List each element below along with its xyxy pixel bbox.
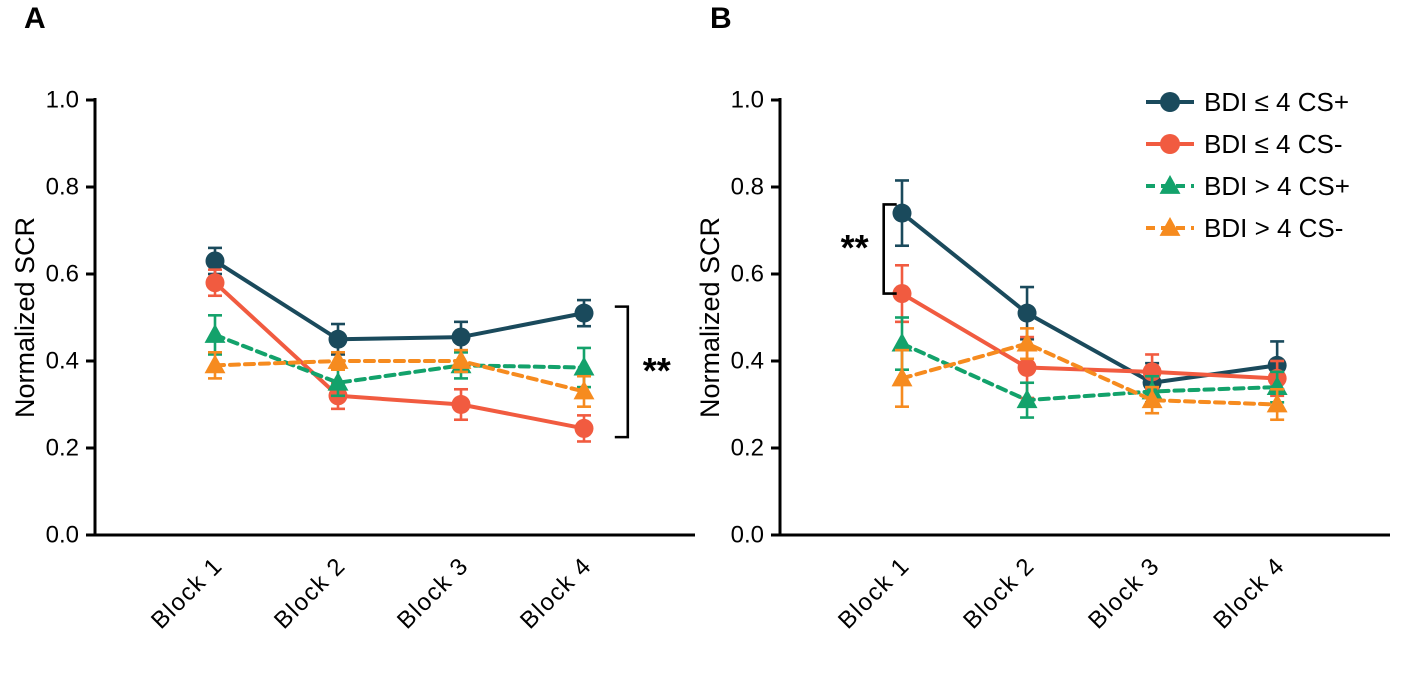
x-tick-label: Block 4 [515, 552, 597, 634]
x-tick-labels: Block 1 Block 2 Block 3 Block 4 [833, 552, 1290, 634]
y-tick-label: 1.0 [731, 87, 764, 114]
series-line [900, 291, 1280, 381]
data-point-circle [1017, 303, 1037, 323]
legend-label: BDI ≤ 4 CS+ [1204, 87, 1349, 117]
data-point-triangle [1266, 393, 1288, 413]
data-point-circle [892, 284, 912, 304]
series-bdi-4-cs [891, 327, 1288, 422]
y-tick-label: 0.6 [46, 261, 79, 288]
data-point-triangle [204, 354, 226, 374]
legend-marker-triangle [1159, 217, 1181, 236]
series-bdi-4-csplus [205, 246, 594, 356]
data-point-triangle [573, 356, 595, 376]
data-point-triangle [1141, 389, 1163, 409]
significance-annotation: ** [614, 305, 671, 439]
panel-a-label: A [24, 2, 46, 35]
series-line [900, 341, 1280, 403]
data-point-triangle [1016, 389, 1038, 409]
data-point-triangle [204, 323, 226, 343]
legend-marker-circle [1160, 134, 1180, 154]
significance-stars: ** [841, 227, 869, 268]
y-tick-label: 0.0 [46, 522, 79, 549]
series-bdi-4-cs [205, 268, 594, 443]
x-tick-label: Block 2 [958, 552, 1040, 634]
significance-bracket [882, 203, 897, 295]
y-tick-label: 0.8 [46, 174, 79, 201]
data-point-circle [451, 327, 471, 347]
y-tick-label: 0.8 [731, 174, 764, 201]
data-point-triangle [1016, 332, 1038, 352]
series-bdi-4-cs [892, 263, 1287, 400]
series-line [900, 341, 1280, 407]
significance-bracket [614, 305, 630, 439]
legend-label: BDI > 4 CS- [1204, 213, 1343, 243]
legend-label: BDI ≤ 4 CS- [1204, 129, 1343, 159]
significance-stars: ** [643, 350, 671, 391]
data-point-circle [451, 395, 471, 414]
y-tick-label: 1.0 [46, 87, 79, 114]
x-tick-label: Block 3 [1083, 552, 1165, 634]
series-line [213, 359, 586, 394]
data-point-triangle [891, 332, 913, 352]
y-ticks: 0.0 0.2 0.4 0.6 0.8 1.0 [731, 87, 780, 549]
data-point-circle [328, 329, 348, 349]
series-line [213, 332, 586, 385]
legend: BDI ≤ 4 CS+ BDI ≤ 4 CS- BDI > 4 CS+ BDI > 4… [1146, 87, 1350, 243]
data-point-circle [574, 303, 594, 323]
y-axis-title: Normalized SCR [10, 217, 40, 418]
data-point-circle [574, 418, 594, 438]
legend-marker-triangle [1159, 175, 1181, 194]
x-tick-label: Block 3 [392, 552, 474, 634]
significance-annotation: ** [841, 203, 897, 295]
legend-marker-circle [1160, 92, 1180, 112]
data-point-triangle [327, 371, 349, 391]
axes [93, 98, 695, 537]
x-tick-label: Block 1 [833, 552, 915, 634]
y-tick-label: 0.2 [731, 435, 764, 462]
panel-b-label: B [710, 2, 732, 35]
data-point-triangle [327, 350, 349, 369]
x-tick-label: Block 2 [269, 552, 351, 634]
data-point-triangle [891, 367, 913, 387]
x-tick-labels: Block 1 Block 2 Block 3 Block 4 [146, 552, 597, 634]
y-tick-label: 0.6 [731, 261, 764, 288]
series-line [213, 258, 586, 342]
data-point-circle [1017, 358, 1037, 378]
axes [778, 98, 1390, 537]
y-tick-label: 0.4 [731, 348, 764, 375]
data-point-circle [892, 203, 912, 223]
y-axis-title: Normalized SCR [695, 217, 725, 418]
series-line [213, 280, 586, 431]
x-tick-label: Block 1 [146, 552, 228, 634]
data-point-circle [205, 273, 225, 293]
y-tick-label: 0.0 [731, 522, 764, 549]
data-point-circle [205, 251, 225, 271]
series-bdi-4-csplus [204, 314, 595, 398]
series-bdi-4-cs [204, 348, 595, 408]
y-ticks: 0.0 0.2 0.4 0.6 0.8 1.0 [46, 87, 95, 549]
y-tick-label: 0.4 [46, 348, 79, 375]
legend-label: BDI > 4 CS+ [1204, 171, 1350, 201]
x-tick-label: Block 4 [1208, 552, 1290, 634]
data-point-triangle [573, 380, 595, 400]
y-tick-label: 0.2 [46, 435, 79, 462]
data-point-triangle [450, 350, 472, 369]
